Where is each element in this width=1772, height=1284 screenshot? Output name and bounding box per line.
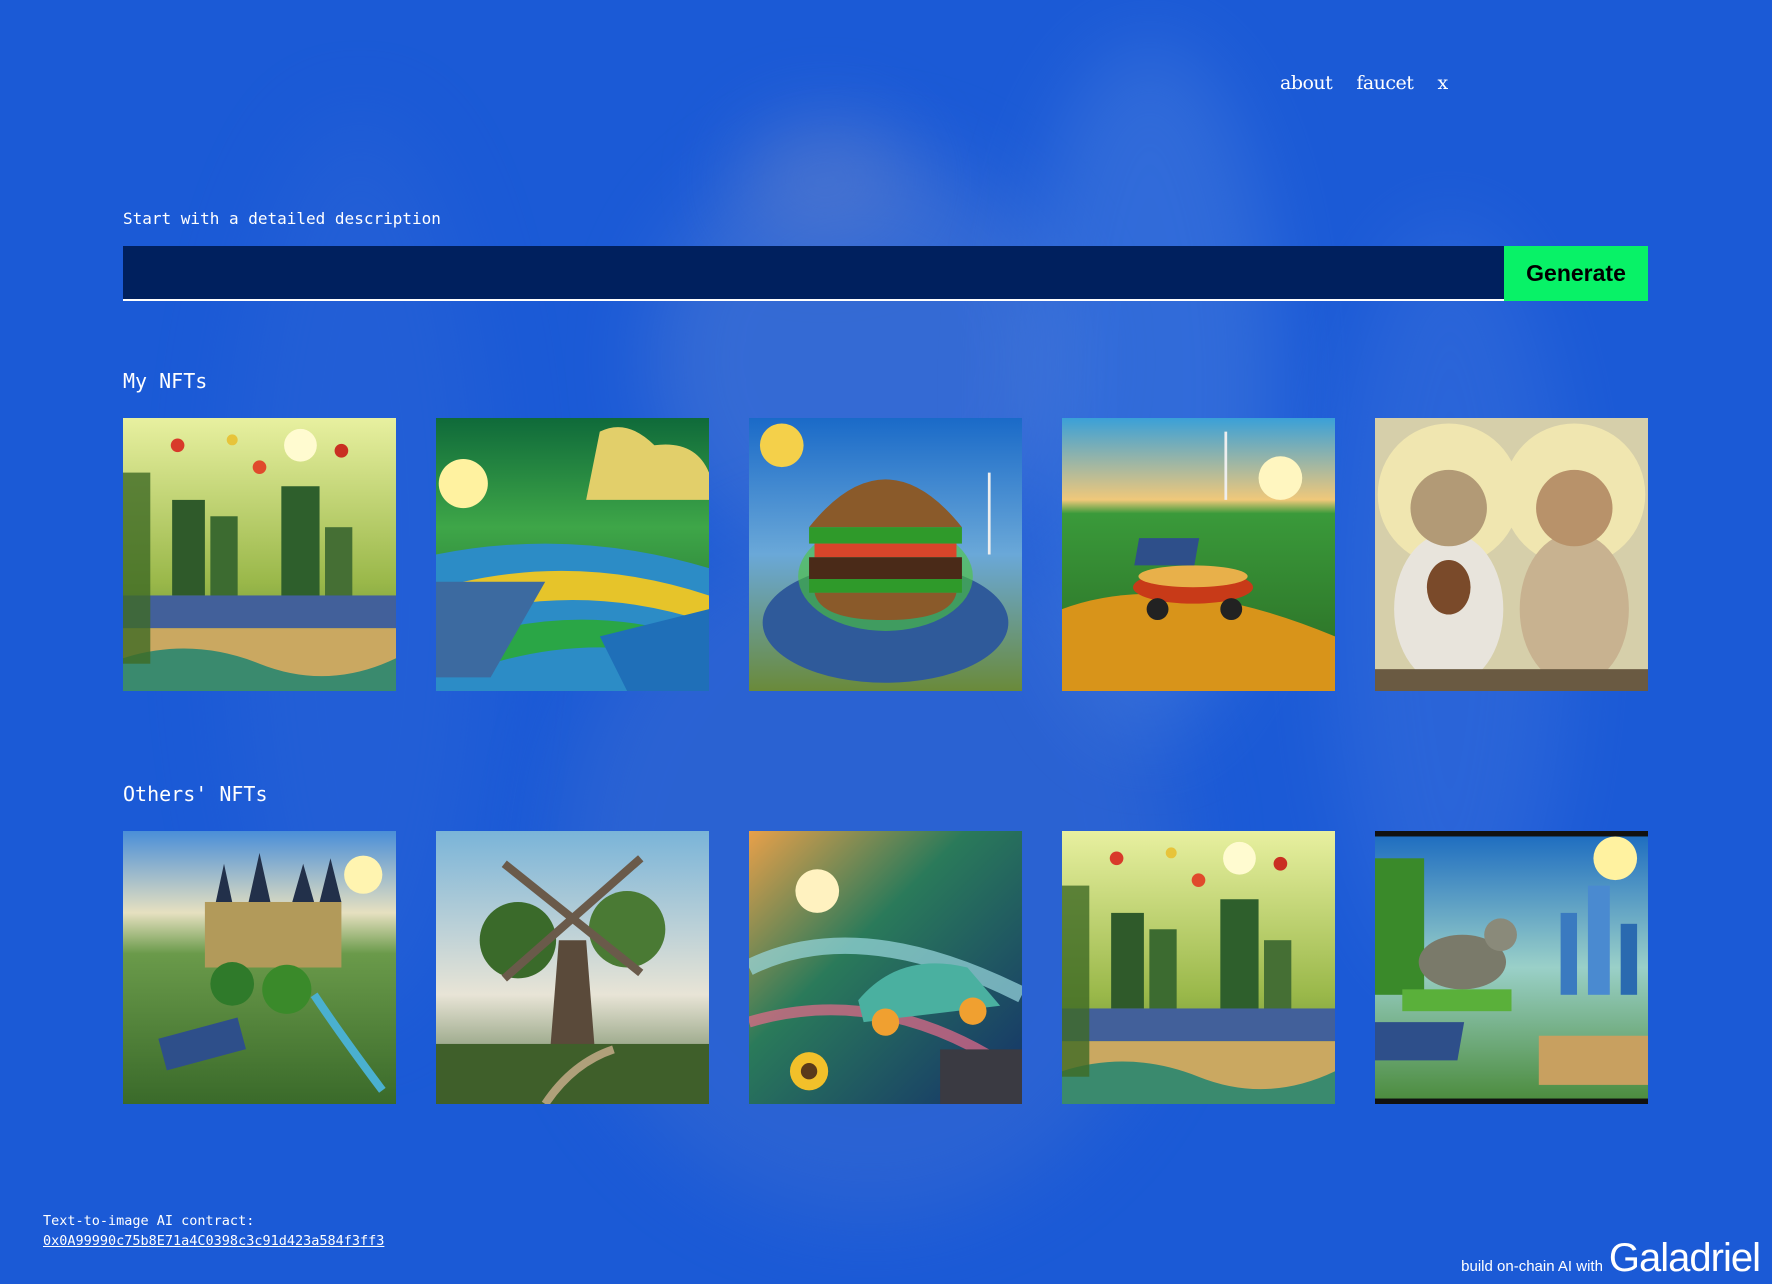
contract-label: Text-to-image AI contract: <box>43 1213 255 1229</box>
nft-tile[interactable] <box>123 418 396 691</box>
brand-tagline: build on-chain AI with <box>1461 1258 1603 1275</box>
nft-tile[interactable] <box>436 418 709 691</box>
galadriel-logo[interactable]: Galadriel <box>1608 1236 1761 1280</box>
nft-tile[interactable] <box>749 418 1022 691</box>
others-nfts-title: Others' NFTs <box>123 782 268 806</box>
nft-tile[interactable] <box>1375 418 1648 691</box>
prompt-label: Start with a detailed description <box>123 209 441 228</box>
prompt-row: Generate <box>123 246 1648 301</box>
nft-tile[interactable] <box>749 831 1022 1104</box>
nft-tile[interactable] <box>436 831 709 1104</box>
top-nav: about faucet x <box>1280 72 1448 94</box>
nav-about-link[interactable]: about <box>1280 72 1333 94</box>
generate-button[interactable]: Generate <box>1504 246 1648 301</box>
nft-tile[interactable] <box>1062 831 1335 1104</box>
my-nfts-title: My NFTs <box>123 369 208 393</box>
brand-footer: build on-chain AI with Galadriel <box>1461 1236 1761 1281</box>
nav-x-link[interactable]: x <box>1437 72 1448 94</box>
nft-tile[interactable] <box>123 831 396 1104</box>
prompt-input[interactable] <box>123 246 1504 301</box>
contract-info: Text-to-image AI contract: 0x0A99990c75b… <box>43 1211 384 1251</box>
contract-address-link[interactable]: 0x0A99990c75b8E71a4C0398c3c91d423a584f3f… <box>43 1233 385 1249</box>
others-nfts-grid <box>123 831 1648 1104</box>
nft-tile[interactable] <box>1375 831 1648 1104</box>
nft-tile[interactable] <box>1062 418 1335 691</box>
my-nfts-grid <box>123 418 1648 691</box>
nav-faucet-link[interactable]: faucet <box>1356 72 1414 94</box>
